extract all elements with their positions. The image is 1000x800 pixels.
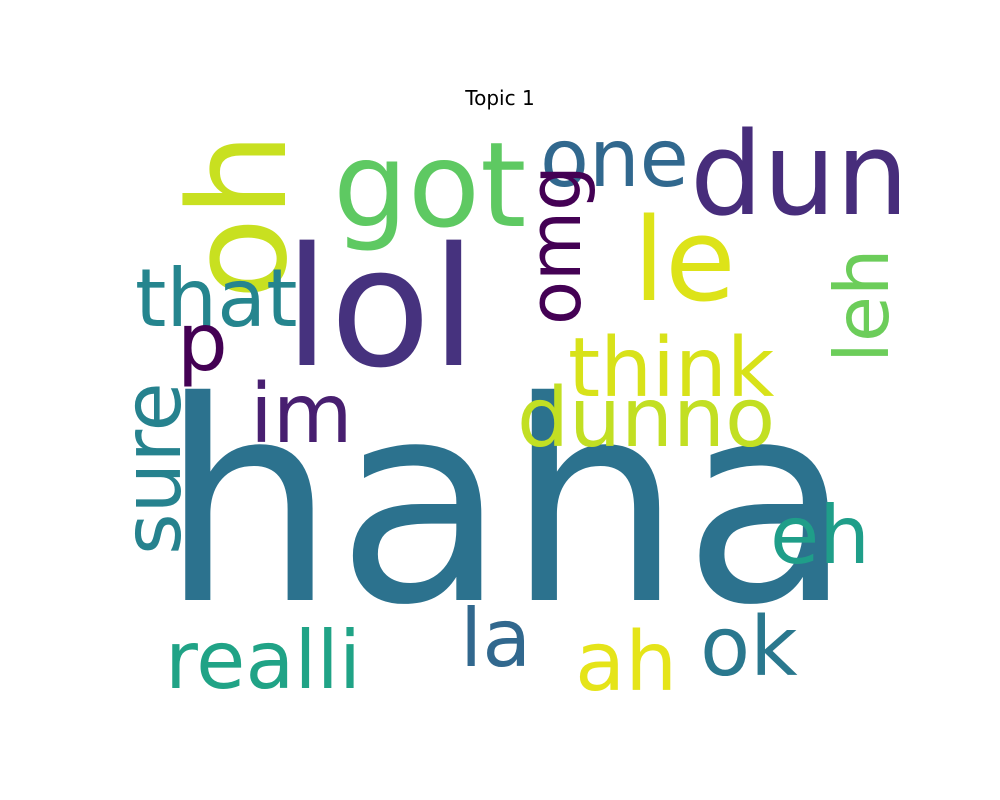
word-one: one — [540, 112, 689, 205]
word-p: p — [177, 296, 228, 389]
word-leh: leh — [818, 248, 906, 363]
word-omg: omg — [513, 165, 597, 325]
word-dunno: dunno — [517, 371, 775, 466]
word-oh: oh — [160, 132, 317, 300]
word-eh: eh — [770, 489, 870, 582]
word-that: that — [135, 252, 297, 345]
word-le: le — [633, 194, 736, 328]
word-got: got — [333, 116, 526, 254]
word-la: la — [460, 592, 531, 685]
word-im: im — [250, 367, 353, 462]
word-haha: haha — [160, 342, 853, 666]
word-dun: dun — [690, 108, 909, 242]
word-ah: ah — [575, 615, 677, 710]
word-think: think — [568, 321, 775, 416]
figure-title: Topic 1 — [465, 86, 535, 110]
word-lol: lol — [284, 212, 477, 404]
word-ok: ok — [700, 600, 798, 695]
word-realli: realli — [165, 614, 361, 707]
word-sure: sure — [106, 382, 199, 555]
